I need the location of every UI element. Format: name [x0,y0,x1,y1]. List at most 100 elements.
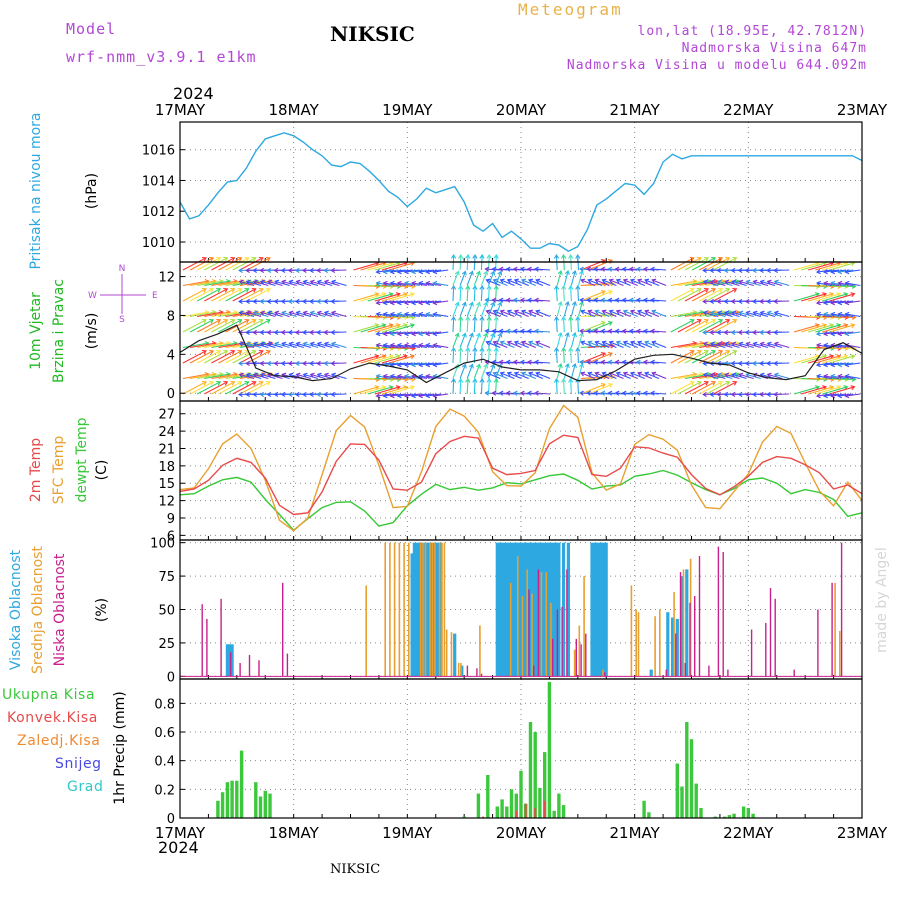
wind-arrow-head [483,270,489,276]
bar [216,800,220,818]
wind-arrow-head [273,298,279,304]
wind-arrow [459,378,462,395]
wind-arrow-head [642,359,648,365]
wind-arrow [609,341,624,349]
wind-arrow-head [520,278,526,284]
precip-ytick-label: 0.2 [154,783,175,798]
bar [684,663,686,677]
wind-arrow-head [330,329,336,335]
wind-arrow-head [396,373,402,380]
wind-arrow [211,319,235,333]
wind-arrow [388,386,415,395]
wind-arrow [706,381,730,395]
wind-arrow [196,350,221,364]
wind-arrow-head [758,298,764,304]
wind-arrow [310,280,326,287]
wind-arrow [808,262,834,271]
wind-arrow [602,279,617,287]
wind-arrow-head [837,393,843,399]
wind-arrow-head [389,311,395,318]
bar [438,542,441,677]
wind-arrow [190,311,216,318]
bar [415,542,419,677]
bar [417,542,421,677]
wind-arrow [651,341,667,349]
wind-arrow [218,257,242,271]
bar [547,542,551,677]
wind-arrow-head [513,278,519,284]
wind-arrow [724,373,740,380]
wind-arrow [404,344,420,349]
wind-arrow-head [493,253,499,259]
bar [268,793,272,818]
wind-arrow-head [850,354,856,360]
wind-arrow [845,300,861,304]
bar [424,542,428,677]
wind-arrow-head [216,318,222,324]
wind-arrow-head [266,391,272,397]
wind-arrow-head [758,360,764,366]
wind-arrow-head [237,349,243,355]
wind-arrow-head [607,359,613,365]
wind-arrow-head [766,341,772,347]
wind-arrow-head [479,346,485,352]
wind-arrow-head [486,315,492,321]
wind-arrow-head [323,310,329,316]
bar [517,556,519,677]
wind-arrow [535,310,551,318]
wind-line-speed [179,324,863,384]
wind-arrow [774,362,790,365]
wind-arrow-head [287,329,293,335]
wind-arrow [225,257,249,271]
bar [552,810,556,818]
wind-arrow [637,341,653,349]
wind-arrow-head [703,256,709,262]
wind-arrow-head [223,349,229,355]
bar [699,808,703,818]
wind-arrow [426,282,442,287]
wind-arrow [637,372,653,380]
wind-arrow-head [575,315,581,321]
wind-arrow-head [483,332,489,338]
wind-arrow-head [594,340,600,346]
wind-arrow-head [432,280,438,287]
bar [578,625,581,677]
wind-arrow-head [732,349,738,355]
bar [536,542,540,677]
wind-arrow-head [295,310,301,316]
wind-arrow [670,373,697,380]
wind-arrow-head [418,300,424,306]
wind-arrow-head [267,279,273,285]
wind-arrow-head [316,279,322,285]
wind-arrow [433,300,449,304]
wind-arrow-head [259,279,265,285]
wind-arrow [480,347,483,364]
wind-arrow [182,257,207,271]
wind-arrow-head [252,372,258,378]
wind-arrow-head [238,372,244,378]
elevation-label: Nadmorska Visina 647m [681,41,867,56]
bar [286,653,289,677]
wind-arrow [831,344,847,349]
wind-arrow [815,262,841,271]
wind-arrow-head [637,309,642,315]
wind-arrow-head [600,320,606,326]
wind-arrow-head [534,266,539,272]
wind-arrow-head [454,270,460,276]
wind-arrow-head [486,253,492,259]
wind-arrow-head [844,393,850,399]
wind-arrow [651,299,667,302]
bar [713,816,717,818]
wind-arrow [580,321,606,333]
wind-arrow-head [528,371,534,377]
wind-arrow-head [642,328,648,334]
wind-arrow-head [651,309,657,315]
wind-arrow-head [238,329,243,335]
wind-arrow-head [331,341,336,347]
wind-arrow-head [201,380,207,386]
bar [575,638,577,677]
wind-arrow-head [476,332,481,338]
bar [515,810,518,818]
wind-arrow [459,316,462,333]
wind-arrow-head [287,298,293,304]
